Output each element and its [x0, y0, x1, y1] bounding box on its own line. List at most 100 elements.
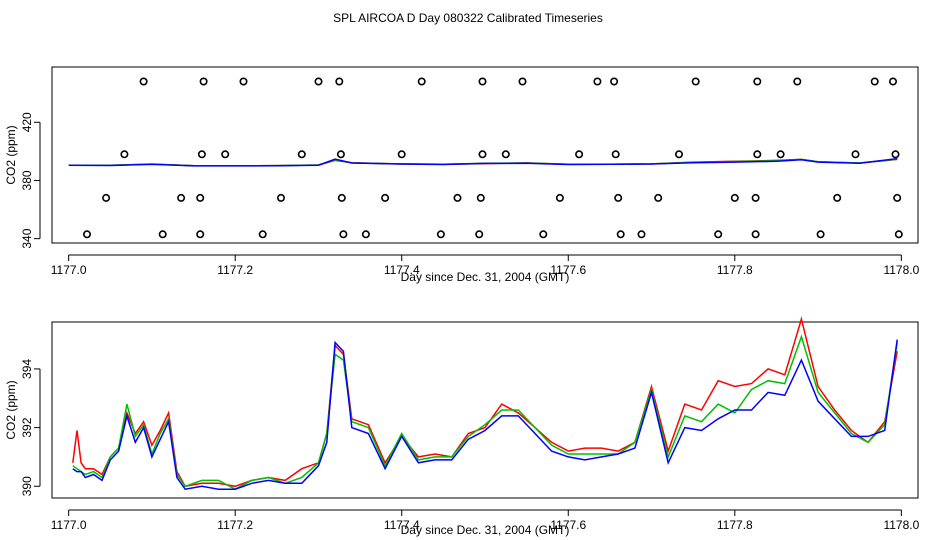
- bottom-plot-frame: [51, 321, 919, 499]
- scatter-point: [158, 230, 167, 239]
- scatter-point: [196, 193, 205, 202]
- x-tick-label: 1177.0: [51, 518, 87, 532]
- scatter-point: [276, 193, 285, 202]
- scatter-point: [691, 77, 700, 86]
- scatter-point: [851, 150, 860, 159]
- y-tick-label: 392: [20, 417, 34, 437]
- scatter-point: [753, 77, 762, 86]
- series1-line: [72, 316, 898, 488]
- series3-line: [72, 339, 898, 491]
- x-tick-label: 1177.6: [550, 263, 586, 277]
- scatter-point: [221, 150, 230, 159]
- scatter-point: [518, 77, 527, 86]
- y-tick-label: 390: [20, 476, 34, 496]
- scatter-point: [417, 77, 426, 86]
- scatter-point: [610, 77, 619, 86]
- top-y-axis: 340 380 420: [20, 112, 41, 249]
- scatter-point: [361, 230, 370, 239]
- scatter-point: [654, 193, 663, 202]
- scatter-point: [793, 77, 802, 86]
- x-tick-label: 1178.0: [883, 263, 919, 277]
- x-tick-label: 1178.0: [883, 518, 919, 532]
- series2-line: [72, 334, 898, 491]
- scatter-point: [753, 150, 762, 159]
- x-tick-label: 1177.6: [550, 518, 586, 532]
- bottom-x-axis-label: Day since Dec. 31, 2004 (GMT): [401, 523, 570, 537]
- scatter-point: [891, 150, 900, 159]
- top-x-axis-label: Day since Dec. 31, 2004 (GMT): [401, 270, 570, 284]
- scatter-point: [397, 150, 406, 159]
- top-series-lines: [68, 157, 898, 167]
- scatter-point: [339, 230, 348, 239]
- x-tick-label: 1177.4: [384, 518, 420, 532]
- bottom-y-axis-label: CO2 (ppm): [4, 380, 18, 439]
- x-tick-label: 1177.2: [217, 263, 253, 277]
- scatter-point: [381, 193, 390, 202]
- scatter-point: [870, 77, 879, 86]
- y-tick-label: 394: [20, 359, 34, 379]
- scatter-point: [478, 77, 487, 86]
- series3-line: [68, 157, 898, 167]
- scatter-point: [239, 77, 248, 86]
- scatter-point: [816, 230, 825, 239]
- top-plot-frame: [51, 66, 919, 244]
- top-x-axis: 1177.0 1177.2 1177.4 1177.6 1177.8 1178.0: [51, 254, 920, 277]
- x-tick-label: 1177.2: [217, 518, 253, 532]
- scatter-point: [637, 230, 646, 239]
- x-tick-label: 1177.0: [51, 263, 87, 277]
- scatter-point: [436, 230, 445, 239]
- chart-title: SPL AIRCOA D Day 080322 Calibrated Times…: [333, 11, 603, 25]
- scatter-point: [475, 230, 484, 239]
- scatter-point: [833, 193, 842, 202]
- scatter-point: [730, 193, 739, 202]
- bottom-y-axis: 390 392 394: [20, 359, 41, 496]
- x-tick-label: 1177.8: [717, 518, 753, 532]
- scatter-point: [674, 150, 683, 159]
- scatter-point: [888, 77, 897, 86]
- scatter-point: [337, 193, 346, 202]
- scatter-point: [476, 193, 485, 202]
- scatter-point: [177, 193, 186, 202]
- scatter-point: [714, 230, 723, 239]
- scatter-point: [751, 230, 760, 239]
- scatter-point: [555, 193, 564, 202]
- scatter-point: [83, 230, 92, 239]
- scatter-point: [120, 150, 129, 159]
- series2-line: [68, 158, 898, 167]
- scatter-point: [335, 77, 344, 86]
- y-tick-label: 380: [20, 170, 34, 190]
- scatter-point: [453, 193, 462, 202]
- bottom-panel: 1177.0 1177.2 1177.4 1177.6 1177.8 1178.0 390…: [4, 316, 920, 537]
- scatter-point: [297, 150, 306, 159]
- scatter-point: [478, 150, 487, 159]
- scatter-point: [196, 230, 205, 239]
- scatter-point: [616, 230, 625, 239]
- top-scatter-points: [83, 77, 903, 239]
- scatter-point: [894, 230, 903, 239]
- scatter-point: [751, 193, 760, 202]
- y-tick-label: 420: [20, 112, 34, 132]
- scatter-point: [593, 77, 602, 86]
- scatter-point: [199, 77, 208, 86]
- scatter-point: [776, 150, 785, 159]
- y-tick-label: 340: [20, 228, 34, 248]
- scatter-point: [314, 77, 323, 86]
- scatter-point: [614, 193, 623, 202]
- top-panel: 1177.0 1177.2 1177.4 1177.6 1177.8 1178.0 340…: [4, 66, 920, 284]
- scatter-point: [575, 150, 584, 159]
- scatter-point: [539, 230, 548, 239]
- bottom-series-lines: [72, 316, 898, 491]
- x-tick-label: 1177.8: [717, 263, 753, 277]
- x-tick-label: 1177.4: [384, 263, 420, 277]
- scatter-point: [336, 150, 345, 159]
- scatter-point: [102, 193, 111, 202]
- scatter-point: [258, 230, 267, 239]
- scatter-point: [893, 193, 902, 202]
- scatter-point: [501, 150, 510, 159]
- scatter-point: [139, 77, 148, 86]
- scatter-point: [611, 150, 620, 159]
- bottom-x-axis: 1177.0 1177.2 1177.4 1177.6 1177.8 1178.0: [51, 509, 920, 532]
- scatter-point: [197, 150, 206, 159]
- top-y-axis-label: CO2 (ppm): [4, 125, 18, 184]
